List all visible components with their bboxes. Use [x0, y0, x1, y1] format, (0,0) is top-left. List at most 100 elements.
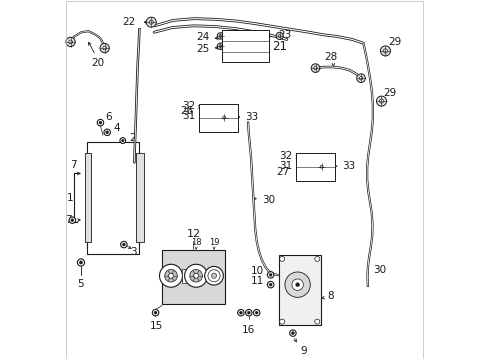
Text: 5: 5: [78, 279, 84, 289]
Text: 31: 31: [182, 111, 195, 121]
Text: 13: 13: [190, 291, 201, 300]
Text: 19: 19: [208, 238, 219, 247]
Circle shape: [66, 37, 75, 46]
Circle shape: [239, 311, 242, 314]
Text: 17: 17: [165, 291, 176, 300]
Text: 20: 20: [91, 58, 104, 68]
Circle shape: [237, 310, 244, 316]
Text: 21: 21: [272, 40, 287, 53]
Circle shape: [217, 43, 223, 49]
Circle shape: [267, 282, 273, 288]
Text: 33: 33: [342, 161, 355, 171]
Bar: [278, 255, 320, 325]
Text: 15: 15: [150, 321, 163, 331]
Text: 14: 14: [180, 291, 190, 300]
Circle shape: [267, 272, 273, 278]
Circle shape: [105, 131, 108, 134]
Circle shape: [320, 165, 323, 168]
Circle shape: [102, 46, 106, 50]
Text: 10: 10: [250, 266, 264, 276]
Circle shape: [121, 139, 124, 142]
Text: 2: 2: [129, 133, 135, 143]
Text: 30: 30: [372, 265, 385, 275]
Circle shape: [291, 279, 303, 291]
Text: 3: 3: [130, 247, 137, 257]
Circle shape: [276, 32, 283, 40]
Circle shape: [291, 332, 294, 334]
Text: 7: 7: [65, 215, 72, 225]
Circle shape: [120, 138, 125, 143]
Circle shape: [379, 99, 383, 103]
Text: 29: 29: [387, 37, 400, 47]
Circle shape: [152, 310, 159, 316]
Circle shape: [184, 264, 207, 287]
Bar: [182, 269, 188, 283]
Circle shape: [220, 114, 227, 121]
Circle shape: [314, 319, 319, 324]
Text: 26: 26: [180, 105, 193, 116]
Text: 27: 27: [276, 167, 289, 177]
Text: 22: 22: [122, 17, 135, 27]
Bar: [84, 153, 91, 242]
Circle shape: [219, 45, 222, 48]
Circle shape: [253, 310, 260, 316]
Text: 31: 31: [278, 161, 292, 171]
Circle shape: [69, 40, 72, 44]
Bar: [136, 153, 143, 242]
Bar: [87, 142, 139, 253]
Text: 9: 9: [300, 346, 306, 356]
Text: 32: 32: [278, 150, 292, 161]
Text: 16: 16: [242, 325, 255, 335]
Circle shape: [71, 219, 74, 222]
Text: 6: 6: [105, 112, 112, 122]
Circle shape: [193, 273, 198, 278]
Circle shape: [217, 33, 223, 39]
Circle shape: [356, 74, 365, 82]
Circle shape: [245, 310, 251, 316]
Circle shape: [168, 273, 173, 278]
Circle shape: [247, 311, 250, 314]
Text: 8: 8: [326, 291, 333, 301]
Circle shape: [211, 273, 216, 278]
Circle shape: [269, 274, 272, 276]
Text: 12: 12: [186, 229, 200, 239]
Circle shape: [77, 259, 84, 266]
Text: 11: 11: [250, 276, 264, 286]
Circle shape: [100, 43, 109, 53]
Circle shape: [149, 20, 153, 24]
Text: 24: 24: [196, 32, 209, 42]
Circle shape: [295, 283, 299, 287]
Circle shape: [104, 129, 110, 135]
Circle shape: [154, 311, 157, 314]
Circle shape: [255, 311, 258, 314]
Circle shape: [121, 241, 127, 248]
Circle shape: [97, 120, 103, 126]
Circle shape: [269, 283, 272, 286]
Circle shape: [317, 163, 325, 170]
Circle shape: [79, 261, 82, 264]
Circle shape: [289, 330, 296, 336]
Circle shape: [207, 270, 220, 282]
Text: 7: 7: [70, 160, 77, 170]
Text: 29: 29: [383, 87, 396, 98]
Circle shape: [219, 35, 222, 37]
Circle shape: [223, 116, 225, 119]
Bar: [198, 104, 238, 132]
Circle shape: [279, 319, 284, 324]
Circle shape: [122, 243, 125, 246]
Circle shape: [146, 17, 156, 27]
Text: 28: 28: [324, 51, 337, 62]
Circle shape: [189, 269, 202, 282]
Circle shape: [310, 64, 319, 72]
Circle shape: [99, 121, 102, 124]
Text: 33: 33: [244, 112, 258, 122]
Text: 30: 30: [261, 195, 274, 205]
Text: 32: 32: [182, 101, 195, 111]
Circle shape: [164, 269, 177, 282]
Text: 25: 25: [196, 44, 209, 54]
Circle shape: [279, 256, 284, 261]
Bar: [222, 30, 268, 62]
Text: 4: 4: [113, 123, 120, 133]
Text: 1: 1: [67, 193, 73, 203]
Circle shape: [285, 272, 310, 297]
